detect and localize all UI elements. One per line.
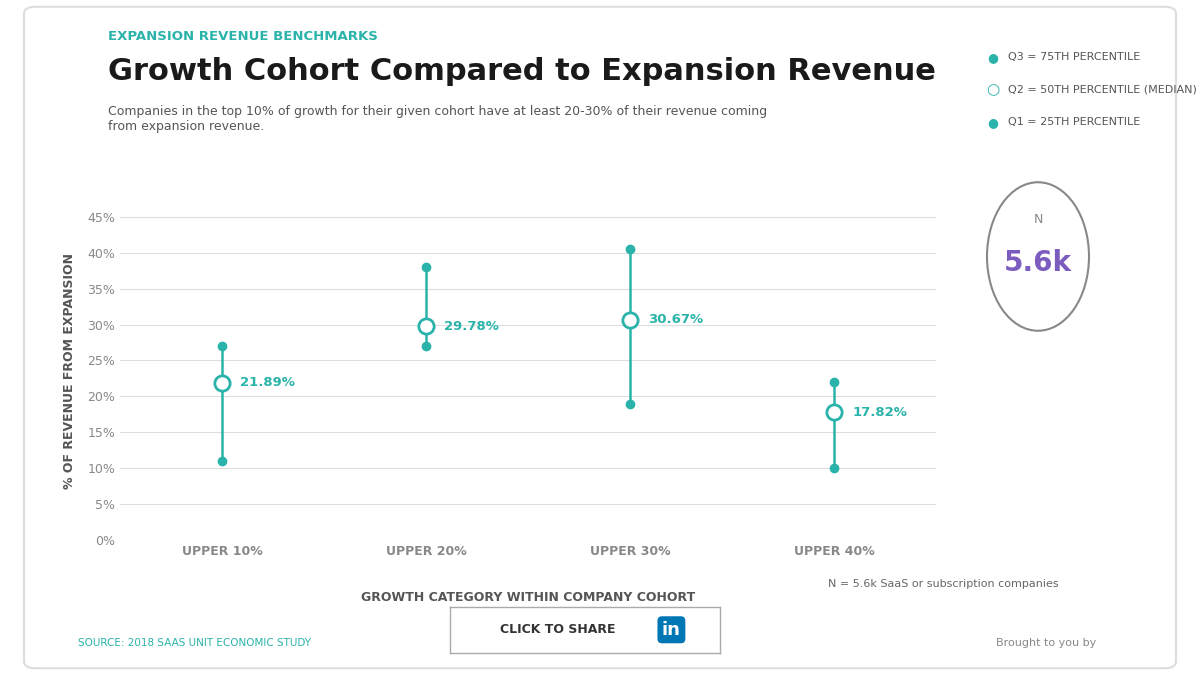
Text: ○: ○ [985, 82, 1000, 97]
Text: EXPANSION REVENUE BENCHMARKS: EXPANSION REVENUE BENCHMARKS [108, 30, 378, 43]
Text: 29.78%: 29.78% [444, 320, 499, 333]
Text: 21.89%: 21.89% [240, 376, 295, 389]
Text: 30.67%: 30.67% [648, 313, 703, 326]
Text: Q3 = 75TH PERCENTILE: Q3 = 75TH PERCENTILE [1008, 53, 1140, 62]
Text: in: in [662, 621, 680, 639]
Text: Q2 = 50TH PERCENTILE (MEDIAN): Q2 = 50TH PERCENTILE (MEDIAN) [1008, 85, 1196, 94]
Text: SOURCE: 2018 SAAS UNIT ECONOMIC STUDY: SOURCE: 2018 SAAS UNIT ECONOMIC STUDY [78, 638, 311, 647]
Text: GROWTH CATEGORY WITHIN COMPANY COHORT: GROWTH CATEGORY WITHIN COMPANY COHORT [361, 591, 695, 604]
Text: Companies in the top 10% of growth for their given cohort have at least 20-30% o: Companies in the top 10% of growth for t… [108, 105, 767, 132]
Text: ●: ● [986, 115, 998, 129]
Text: Growth Cohort Compared to Expansion Revenue: Growth Cohort Compared to Expansion Reve… [108, 57, 936, 86]
Text: ●: ● [986, 51, 998, 64]
Text: 17.82%: 17.82% [852, 406, 907, 418]
Y-axis label: % OF REVENUE FROM EXPANSION: % OF REVENUE FROM EXPANSION [64, 253, 76, 489]
Text: Brought to you by: Brought to you by [996, 638, 1097, 647]
Text: N: N [1033, 213, 1043, 226]
Text: 5.6k: 5.6k [1004, 249, 1072, 277]
Text: Q1 = 25TH PERCENTILE: Q1 = 25TH PERCENTILE [1008, 117, 1140, 127]
Text: CLICK TO SHARE: CLICK TO SHARE [500, 623, 616, 637]
Text: N = 5.6k SaaS or subscription companies: N = 5.6k SaaS or subscription companies [828, 579, 1058, 589]
